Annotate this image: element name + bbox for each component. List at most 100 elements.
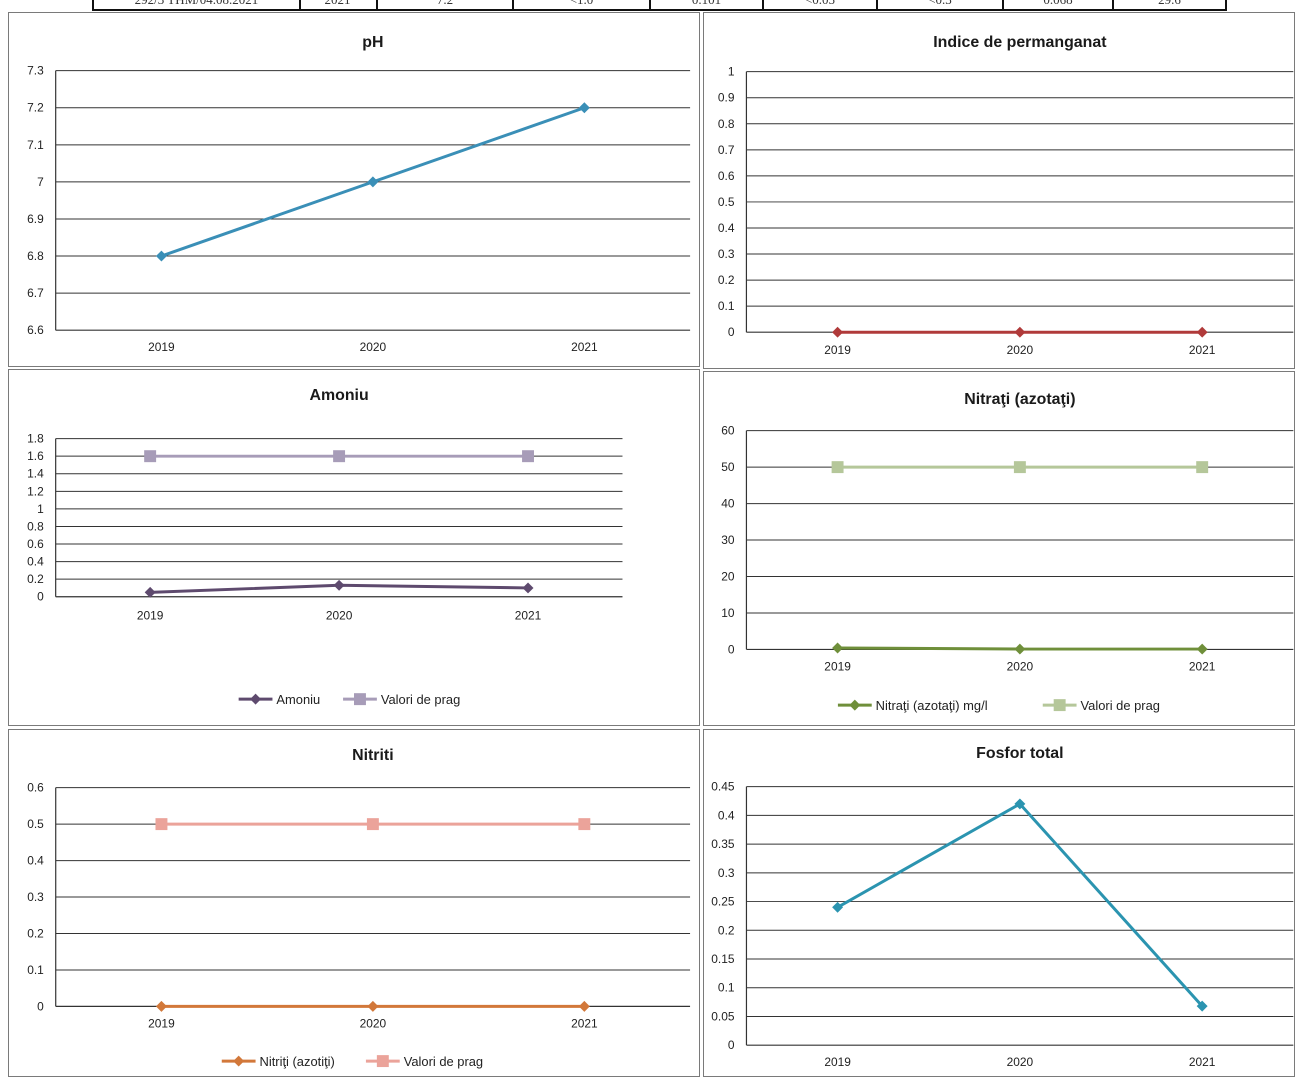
chart-nitriti: Nitriti 0 0.1 0.2 0.3 0.4 0.5 0.6 2019 2020 2021 Ni…: [8, 729, 700, 1077]
data-point: [1196, 643, 1208, 655]
data-point: [832, 642, 844, 654]
table-cell: 0.068: [1004, 0, 1114, 10]
legend-label: Amoniu: [276, 692, 320, 707]
table-cell: 29.6: [1114, 0, 1227, 10]
y-tick-label: 0.4: [718, 808, 735, 822]
y-tick-label: 0.15: [711, 952, 735, 966]
data-point: [144, 450, 157, 463]
y-tick-label: 0.6: [27, 537, 44, 551]
data-point: [1014, 326, 1026, 338]
y-tick-label: 0.45: [711, 780, 735, 794]
data-point: [333, 579, 345, 591]
fosfor-svg: Fosfor total 0 0.05 0.1 0.15 0.2 0.25 0.3 0.35 0.…: [711, 745, 1294, 1069]
y-tick-label: 0.35: [711, 837, 735, 851]
y-tick-label: 1.2: [27, 484, 44, 498]
data-point: [578, 1000, 590, 1012]
data-point: [832, 326, 844, 338]
y-tick-label: 0.2: [718, 273, 735, 287]
y-tick-label: 0.2: [27, 572, 44, 586]
series-line: [836, 802, 1204, 1008]
x-tick-label: 2020: [360, 340, 387, 354]
data-point: [578, 818, 591, 831]
y-tick-label: 0.8: [27, 519, 44, 533]
legend-label: Nitraţi (azotaţi) mg/l: [876, 698, 988, 713]
legend-marker: [233, 1055, 245, 1067]
y-tick-label: 1.6: [27, 449, 44, 463]
data-point: [155, 818, 168, 831]
x-tick-label: 2019: [824, 343, 851, 357]
table-cell: 292/3 THM/04.08.2021: [92, 0, 301, 10]
table-row-border: [92, 9, 1227, 11]
y-tick-label: 6.6: [27, 323, 44, 337]
data-point: [1014, 798, 1026, 810]
x-tick-label: 2021: [515, 609, 542, 623]
legend-label: Valori de prag: [381, 692, 460, 707]
y-tick-label: 0.8: [718, 117, 735, 131]
x-tick-label: 2019: [148, 340, 175, 354]
table-cell: <1.0: [514, 0, 651, 10]
y-tick-label: 0.4: [27, 854, 44, 868]
data-point: [522, 450, 534, 463]
y-tick-label: 7.3: [27, 64, 44, 78]
chart-nitrati: Nitraţi (azotaţi) 0 10 20 30 40 50 60 2019 2020 20…: [703, 371, 1295, 726]
legend-marker: [354, 693, 366, 706]
chart-ph: pH 6.6 6.7 6.8 6.9 7 7.1 7.2 7.3 2019 2020 2021: [8, 12, 700, 367]
nitrati-svg: Nitraţi (azotaţi) 0 10 20 30 40 50 60 2019 2020 20…: [721, 391, 1294, 713]
y-tick-label: 0.1: [718, 299, 735, 313]
y-tick-label: 0.1: [27, 963, 44, 977]
x-tick-label: 2020: [360, 1016, 387, 1030]
x-tick-label: 2020: [1007, 659, 1034, 673]
table-cell: <0.3: [878, 0, 1004, 10]
x-tick-label: 2019: [824, 659, 851, 673]
x-tick-label: 2021: [571, 340, 598, 354]
y-tick-label: 0: [728, 1038, 735, 1052]
table-cell: <0.05: [764, 0, 878, 10]
y-tick-label: 40: [721, 497, 735, 511]
x-tick-label: 2020: [1007, 1055, 1034, 1069]
table-cell: 7.2: [378, 0, 514, 10]
y-tick-label: 6.9: [27, 212, 44, 226]
y-tick-label: 0.7: [718, 143, 735, 157]
y-tick-label: 0.4: [718, 221, 735, 235]
x-tick-label: 2019: [148, 1016, 175, 1030]
y-tick-label: 0: [728, 325, 735, 339]
chart-title: Nitriti: [352, 747, 394, 764]
y-tick-label: 0: [37, 590, 44, 604]
data-point: [367, 1000, 379, 1012]
data-point: [367, 176, 379, 188]
ph-svg: pH 6.6 6.7 6.8 6.9 7 7.1 7.2 7.3 2019 2020 2021: [27, 34, 691, 354]
legend-label: Valori de prag: [1081, 698, 1160, 713]
y-tick-label: 0.05: [711, 1009, 735, 1023]
y-tick-label: 0.9: [718, 91, 735, 105]
data-point: [144, 586, 156, 598]
x-tick-label: 2021: [1189, 1055, 1216, 1069]
y-tick-label: 20: [721, 569, 735, 583]
amoniu-svg: Amoniu 0 0.2 0.4 0.6 0.8 1 1.2 1.4 1.6 1.8 2019 2020…: [27, 387, 623, 707]
y-tick-label: 0: [728, 642, 735, 656]
x-tick-label: 2021: [571, 1016, 598, 1030]
data-point: [1196, 326, 1208, 338]
y-tick-label: 7.1: [27, 138, 44, 152]
y-tick-label: 0.6: [718, 169, 735, 183]
chart-title: Nitraţi (azotaţi): [964, 391, 1075, 408]
data-point: [1013, 461, 1026, 474]
y-tick-label: 1.8: [27, 432, 44, 446]
table-cell: 2021: [299, 0, 378, 10]
data-point: [522, 582, 534, 594]
data-point: [155, 250, 167, 262]
y-tick-label: 0.2: [27, 926, 44, 940]
chart-title: Fosfor total: [976, 745, 1063, 762]
x-tick-label: 2020: [1007, 343, 1034, 357]
y-tick-label: 7: [37, 175, 44, 189]
y-tick-label: 0.3: [718, 866, 735, 880]
y-tick-label: 1: [37, 502, 44, 516]
y-tick-label: 0.5: [718, 195, 735, 209]
chart-fosfor: Fosfor total 0 0.05 0.1 0.15 0.2 0.25 0.3 0.35 0.…: [703, 729, 1295, 1077]
y-tick-label: 6.8: [27, 249, 44, 263]
permanganat-svg: Indice de permanganat 0 0.1 0.2 0.3 0.4 0.5 0.6…: [718, 34, 1294, 357]
y-tick-label: 0.3: [718, 247, 735, 261]
y-tick-label: 0.5: [27, 817, 44, 831]
chart-amoniu: Amoniu 0 0.2 0.4 0.6 0.8 1 1.2 1.4 1.6 1.8 2019 2020…: [8, 369, 700, 726]
data-point: [578, 102, 590, 114]
y-tick-label: 0.25: [711, 895, 735, 909]
